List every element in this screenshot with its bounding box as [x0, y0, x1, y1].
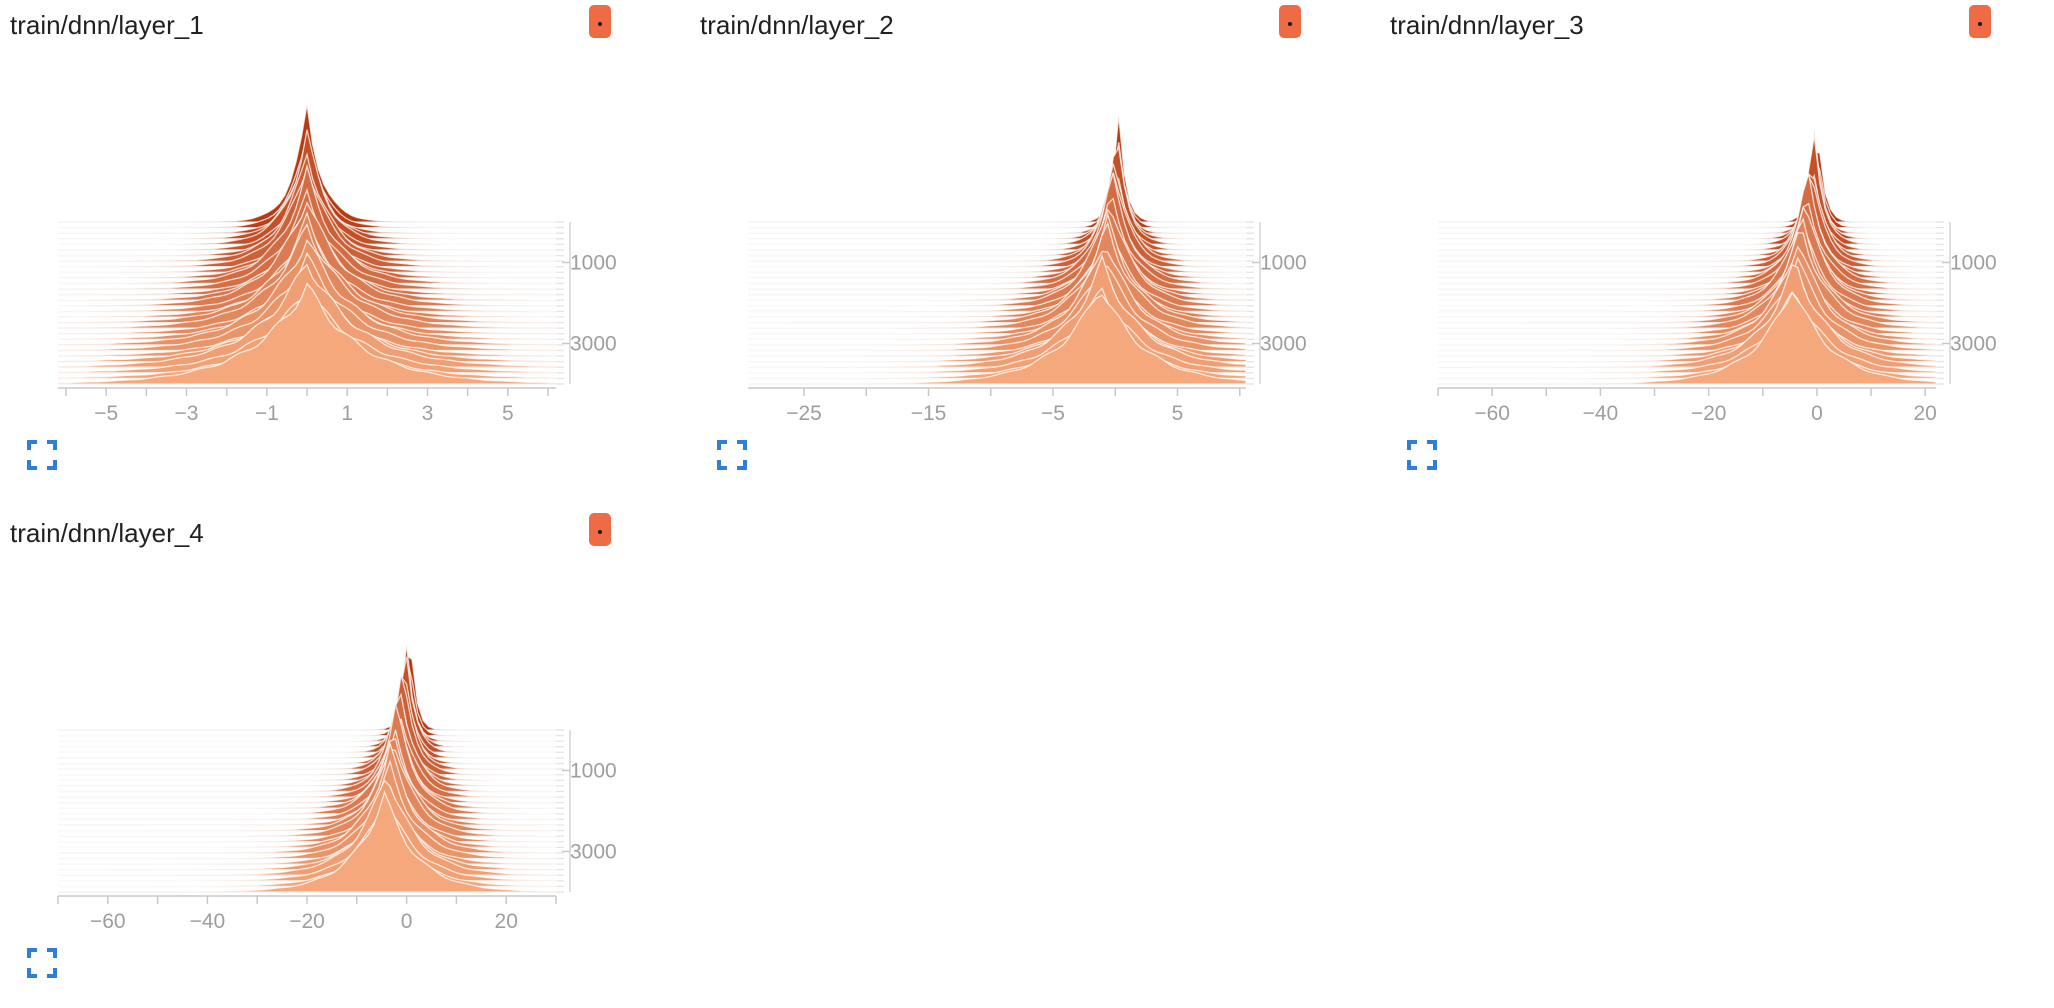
x-tick-label: 5 — [502, 402, 514, 424]
x-tick-label: −20 — [289, 910, 325, 932]
histogram-step-area — [748, 148, 1246, 240]
histogram-step-area — [748, 294, 1247, 385]
histogram-step-area — [58, 675, 556, 770]
expand-icon[interactable] — [27, 440, 57, 470]
x-tick-label: −60 — [90, 910, 126, 932]
histogram-step-area — [748, 145, 1246, 245]
histogram-step-area — [748, 163, 1246, 262]
x-tick-label: 0 — [401, 910, 413, 932]
x-tick-label: 1 — [341, 402, 353, 424]
x-tick-label: −40 — [1583, 402, 1619, 424]
step-tick-label: 1000 — [570, 760, 617, 783]
run-dot-icon — [598, 22, 602, 26]
histogram-step-area — [58, 664, 556, 742]
histogram-step-area — [748, 163, 1246, 234]
step-tick-label: 3000 — [570, 333, 617, 356]
run-color-chip[interactable] — [589, 513, 611, 546]
ridgeline-series — [747, 115, 1247, 385]
histogram-step-area — [58, 696, 556, 765]
histogram-step-area — [58, 729, 557, 821]
histogram-step-area — [1438, 153, 1936, 229]
histogram-step-area — [58, 790, 557, 865]
step-tick-label: 3000 — [570, 841, 617, 864]
expand-icon[interactable] — [27, 948, 57, 978]
histogram-chart: −25 −15 −5 5 1000 3000 — [747, 115, 1307, 424]
histogram-step-area — [748, 172, 1247, 268]
histogram-step-area — [58, 746, 557, 826]
histogram-step-area — [58, 737, 557, 832]
x-tick-label: −5 — [1041, 402, 1065, 424]
x-tick-label: −60 — [1474, 402, 1510, 424]
card-title: train/dnn/layer_1 — [10, 10, 204, 40]
ridgeline-series — [57, 104, 557, 385]
step-tick-label: 1000 — [1260, 252, 1307, 275]
histogram-step-area — [58, 704, 556, 815]
histogram-step-area — [58, 772, 557, 843]
step-tick-label: 3000 — [1260, 333, 1307, 356]
histogram-step-area — [748, 115, 1246, 223]
ridgeline-series — [1438, 130, 1937, 385]
run-dot-icon — [598, 530, 602, 534]
histogram-step-area — [58, 790, 557, 893]
x-tick-label: −5 — [94, 402, 118, 424]
histogram-step-area — [58, 657, 556, 737]
run-color-chip[interactable] — [589, 5, 611, 38]
expand-icon[interactable] — [1407, 440, 1437, 470]
card-title: train/dnn/layer_4 — [10, 518, 204, 548]
step-tick-label: 1000 — [1950, 252, 1997, 275]
x-tick-label: −40 — [190, 910, 226, 932]
x-tick-label: 3 — [422, 402, 434, 424]
run-dot-icon — [1288, 22, 1292, 26]
histogram-step-area — [58, 784, 557, 871]
histogram-card-layer-3: train/dnn/layer_3 −60 −40 −20 0 20 1000 3000 — [1380, 0, 2000, 500]
histogram-step-area — [58, 654, 556, 731]
x-tick-label: −15 — [911, 402, 947, 424]
histogram-step-area — [1438, 189, 1936, 257]
histogram-step-area — [58, 766, 557, 848]
step-tick-label: 1000 — [570, 252, 617, 275]
run-dot-icon — [1978, 22, 1982, 26]
x-tick-label: −25 — [786, 402, 822, 424]
x-tick-label: −1 — [255, 402, 279, 424]
histogram-step-area — [58, 718, 556, 809]
run-color-chip[interactable] — [1279, 5, 1301, 38]
histogram-card-layer-2: train/dnn/layer_2 −25 −15 −5 5 1000 3000 — [690, 0, 1310, 500]
x-tick-label: 5 — [1172, 402, 1184, 424]
x-tick-label: −3 — [175, 402, 199, 424]
histogram-chart: −60 −40 −20 0 20 1000 3000 — [1437, 130, 1997, 424]
histogram-step-area — [58, 674, 556, 776]
histogram-step-area — [58, 644, 556, 748]
step-tick-label: 3000 — [1950, 333, 1997, 356]
histogram-card-layer-1: train/dnn/layer_1 −5 −3 −1 1 3 5 1000 3000 — [0, 0, 620, 500]
histogram-step-area — [58, 687, 556, 759]
histogram-step-area — [58, 748, 557, 837]
x-tick-label: 20 — [495, 910, 518, 932]
card-title: train/dnn/layer_3 — [1390, 10, 1584, 40]
x-tick-label: 0 — [1811, 402, 1823, 424]
x-tick-label: −20 — [1691, 402, 1727, 424]
histogram-step-area — [58, 656, 556, 753]
histogram-step-area — [748, 142, 1246, 229]
x-tick-label: 20 — [1913, 402, 1936, 424]
histogram-step-area — [57, 282, 557, 385]
histogram-step-area — [1438, 291, 1937, 385]
histogram-step-area — [58, 718, 556, 798]
histogram-card-layer-4: train/dnn/layer_4 −60 −40 −20 0 20 1000 3000 — [0, 508, 620, 1008]
histogram-chart: −5 −3 −1 1 3 5 1000 3000 — [57, 104, 617, 424]
histogram-step-area — [58, 697, 556, 781]
expand-icon[interactable] — [717, 440, 747, 470]
histogram-step-area — [1438, 151, 1936, 223]
histogram-step-area — [58, 759, 557, 860]
card-title: train/dnn/layer_2 — [700, 10, 894, 40]
histogram-chart: −60 −40 −20 0 20 1000 3000 — [57, 644, 617, 932]
histogram-step-area — [58, 738, 556, 804]
histogram-step-area — [58, 804, 557, 882]
histogram-step-area — [58, 692, 556, 793]
histogram-step-area — [58, 697, 556, 787]
histogram-step-area — [58, 740, 557, 854]
ridgeline-series — [58, 644, 557, 893]
histogram-step-area — [58, 779, 557, 876]
run-color-chip[interactable] — [1969, 5, 1991, 38]
